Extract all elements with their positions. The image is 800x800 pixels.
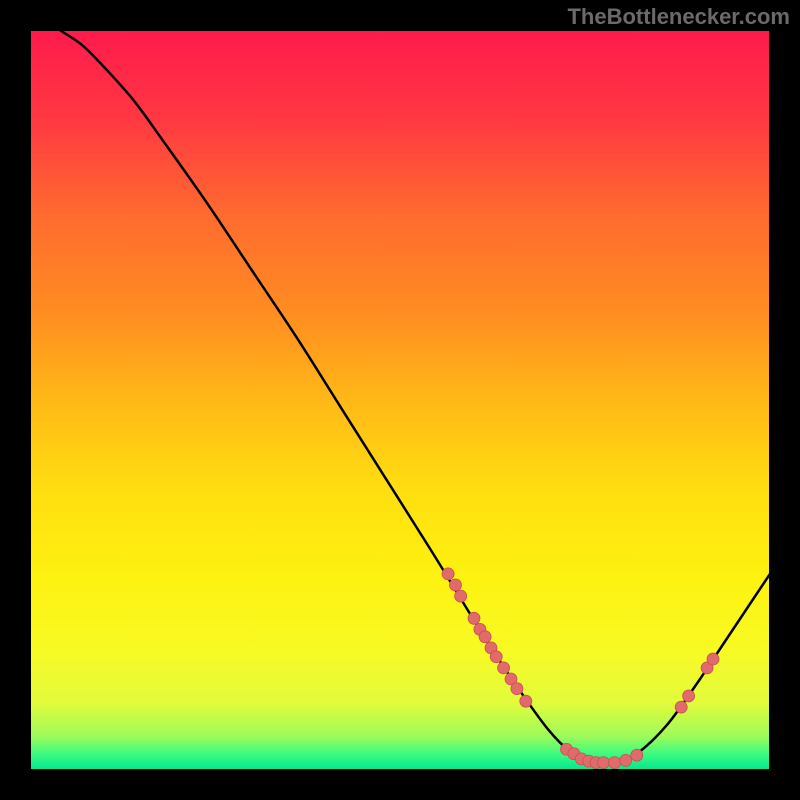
data-point: [620, 754, 632, 766]
bottleneck-chart: [0, 0, 800, 800]
data-point: [511, 683, 523, 695]
data-point: [675, 701, 687, 713]
data-point: [490, 651, 502, 663]
data-point: [683, 690, 695, 702]
data-point: [450, 579, 462, 591]
data-point: [707, 653, 719, 665]
chart-container: TheBottlenecker.com: [0, 0, 800, 800]
watermark-text: TheBottlenecker.com: [567, 4, 790, 30]
data-point: [498, 662, 510, 674]
data-point: [468, 612, 480, 624]
data-point: [598, 757, 610, 769]
data-point: [455, 590, 467, 602]
data-point: [609, 757, 621, 769]
data-point: [442, 568, 454, 580]
data-point: [520, 695, 532, 707]
data-point: [631, 749, 643, 761]
plot-background: [30, 30, 770, 770]
data-point: [479, 631, 491, 643]
